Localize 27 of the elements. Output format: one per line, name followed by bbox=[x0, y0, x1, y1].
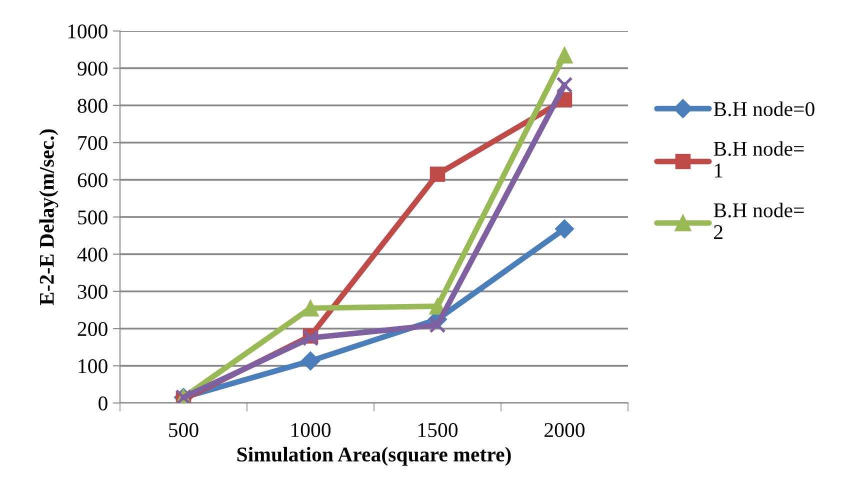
y-tick-label: 200 bbox=[78, 322, 108, 336]
y-tick-label: 800 bbox=[78, 98, 108, 113]
point bbox=[300, 351, 320, 370]
y-tick-label: 700 bbox=[78, 136, 108, 150]
y-tick-label: 1000 bbox=[68, 24, 108, 38]
x-tick-label: 2000 bbox=[544, 423, 585, 438]
y-tick-label: 300 bbox=[78, 284, 108, 299]
x-tick-label: 1000 bbox=[292, 423, 331, 438]
y-tick-label: 0 bbox=[98, 396, 108, 410]
point bbox=[554, 219, 574, 238]
legend-label: B.H node= 2 bbox=[714, 202, 804, 239]
y-tick-label: 500 bbox=[78, 210, 108, 224]
x-tick-label: 1500 bbox=[418, 423, 458, 438]
y-axis-title: E-2-E Delay(m/sec.) bbox=[39, 129, 58, 306]
point bbox=[430, 166, 446, 182]
x-axis-title: Simulation Area(square metre) bbox=[237, 446, 511, 466]
point bbox=[556, 46, 573, 64]
y-tick-label: 100 bbox=[78, 359, 108, 374]
y-tick-label: 400 bbox=[77, 248, 108, 262]
x-tick-label: 500 bbox=[169, 423, 198, 438]
y-tick-label: 600 bbox=[78, 173, 108, 188]
legend-label: B.H node= 1 bbox=[714, 141, 804, 178]
y-tick-label: 900 bbox=[78, 62, 108, 76]
legend-label: B.H node=0 bbox=[714, 101, 814, 116]
point bbox=[429, 316, 446, 334]
point bbox=[302, 300, 319, 316]
point bbox=[556, 76, 573, 94]
